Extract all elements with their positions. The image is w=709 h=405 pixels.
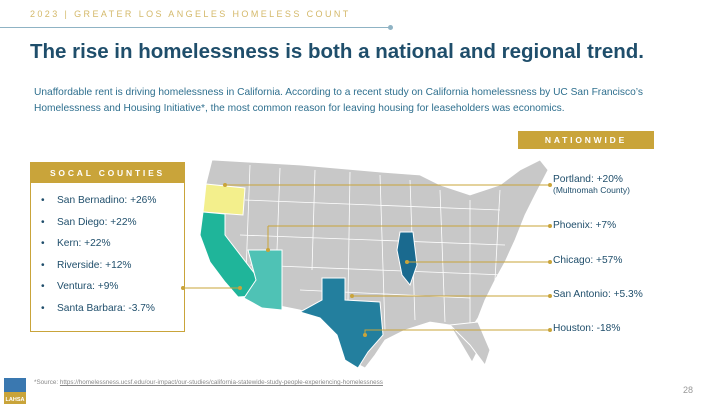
state-florida xyxy=(448,321,491,367)
state-texas xyxy=(298,277,384,369)
county-text: Kern: +22% xyxy=(57,238,111,250)
county-text: San Diego: +22% xyxy=(57,216,137,228)
page-number: 28 xyxy=(683,385,694,395)
socal-header: SOCAL COUNTIES xyxy=(31,163,184,183)
lahsa-logo: LAHSA xyxy=(4,378,26,404)
county-text: Santa Barbara: -3.7% xyxy=(57,302,155,314)
list-item: • San Diego: +22% xyxy=(41,216,137,228)
header-kicker: 2023 | GREATER LOS ANGELES HOMELESS COUN… xyxy=(30,9,351,19)
label-chicago: Chicago: +57% xyxy=(553,255,623,266)
county-text: Riverside: +12% xyxy=(57,259,132,271)
socal-list: • San Bernadino: +26% • San Diego: +22% • K… xyxy=(31,195,184,325)
list-item: • Santa Barbara: -3.7% xyxy=(41,302,155,314)
source-note: *Source: https://homelessness.ucsf.edu/o… xyxy=(34,379,383,386)
county-text: San Bernadino: +26% xyxy=(57,195,157,206)
header-rule xyxy=(0,27,390,28)
county-text: Ventura: +9% xyxy=(57,281,119,293)
label-san-antonio: San Antonio: +5.3% xyxy=(553,289,643,300)
portland-text: Portland: +20% xyxy=(553,174,623,185)
state-arizona xyxy=(243,249,283,311)
page-title: The rise in homelessness is both a natio… xyxy=(30,40,644,63)
logo-text: LAHSA xyxy=(5,397,25,403)
label-phoenix: Phoenix: +7% xyxy=(553,220,617,231)
label-portland: Portland: +20% (Multnomah County) xyxy=(553,174,630,195)
label-houston: Houston: -18% xyxy=(553,323,621,334)
state-illinois xyxy=(396,231,418,287)
list-item: • San Bernadino: +26% xyxy=(41,195,157,206)
callout-lines xyxy=(183,184,550,335)
state-oregon xyxy=(202,183,246,216)
list-item: • Riverside: +12% xyxy=(41,259,132,271)
source-link[interactable]: https://homelessness.ucsf.edu/our-impact… xyxy=(59,379,383,386)
intro-text: Unaffordable rent is driving homelessnes… xyxy=(34,87,643,114)
list-item: • Kern: +22% xyxy=(41,238,111,250)
socal-counties-box: SOCAL COUNTIES • San Bernadino: +26% • San… xyxy=(30,162,185,332)
rule-dot xyxy=(388,25,393,30)
nationwide-header: NATIONWIDE xyxy=(518,131,654,149)
list-item: • Ventura: +9% xyxy=(41,281,119,293)
portland-sub: (Multnomah County) xyxy=(553,185,631,195)
source-prefix: *Source: xyxy=(34,379,60,386)
